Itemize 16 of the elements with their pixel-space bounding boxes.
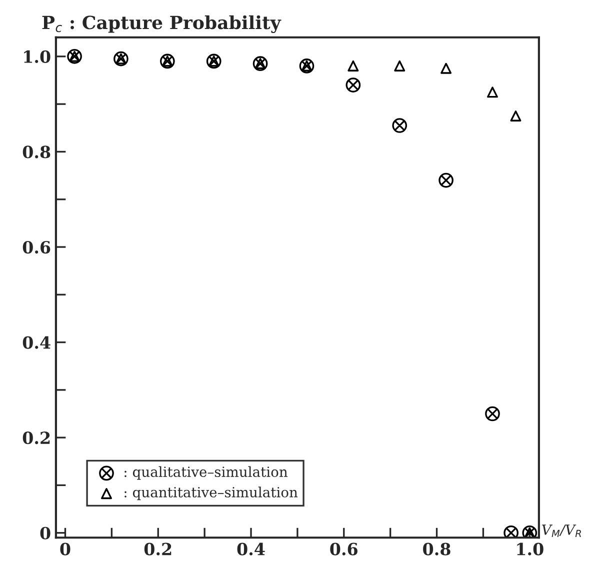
x-tick-label: 0 bbox=[60, 542, 70, 556]
x-tick-label: 1.0 bbox=[517, 542, 544, 556]
y-tick-label: 0.6 bbox=[22, 240, 50, 254]
y-tick-label: 0.2 bbox=[22, 432, 50, 444]
chart-title: P$_{c}$ : Capture Probability bbox=[42, 15, 282, 34]
y-tick-label: 0.8 bbox=[22, 146, 50, 158]
x-tick-label: 0.6 bbox=[330, 542, 358, 556]
y-tick-label: 0.4 bbox=[22, 336, 50, 349]
x-tick-label: 0.4 bbox=[237, 542, 265, 556]
x-tick-label: 0.8 bbox=[423, 542, 450, 556]
legend-label: : qualitative–simulation bbox=[124, 466, 288, 480]
legend-label: : quantitative–simulation bbox=[124, 486, 298, 500]
y-tick-label: 1.0 bbox=[24, 50, 50, 63]
x-axis-title: V$_{M}$/V$_{R}$ bbox=[542, 524, 581, 537]
x-tick-label: 0.2 bbox=[144, 542, 172, 556]
y-tick-label: 0 bbox=[40, 526, 50, 540]
